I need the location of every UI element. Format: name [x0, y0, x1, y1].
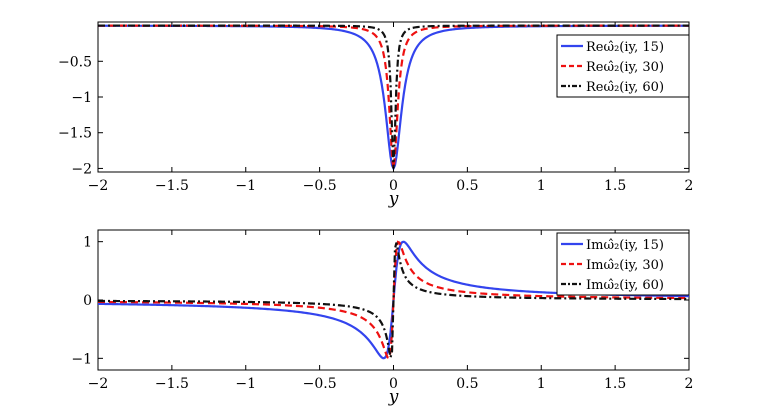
- x-tick-label: 2: [685, 178, 694, 194]
- y-tick-label: −1.5: [58, 126, 92, 142]
- x-tick-label: −1.5: [155, 178, 189, 194]
- x-tick-label: −0.5: [303, 376, 337, 392]
- x-axis-label: y: [388, 387, 399, 407]
- subplot-1: −2 −1.5 −1 −0.5 0 0.5 1 1.5 2 −0.5 −1 −1.5 −2 y Reω̂₂(…: [58, 21, 694, 209]
- x-tick-label: 1: [537, 376, 546, 392]
- y-tick-label: −1: [71, 90, 92, 106]
- x-tick-label: 0: [389, 178, 398, 194]
- x-tick-label: −0.5: [303, 178, 337, 194]
- legend-label-60: Imω̂₂(iy, 60): [586, 278, 664, 293]
- legend-label-15: Imω̂₂(iy, 15): [586, 238, 664, 253]
- x-axis-label: y: [388, 189, 399, 209]
- legend-label-30: Reω̂₂(iy, 30): [586, 60, 664, 75]
- y-tick-label: −2: [71, 161, 92, 177]
- x-tick-label: −1.5: [155, 376, 189, 392]
- x-tick-label: 1.5: [604, 178, 626, 194]
- x-tick-label: 0.5: [456, 178, 478, 194]
- x-tick-label: 0.5: [456, 376, 478, 392]
- x-tick-label: 0: [389, 376, 398, 392]
- series-line-30: [98, 240, 689, 360]
- x-tick-label: −2: [88, 178, 109, 194]
- y-tick-label: 0: [83, 293, 92, 309]
- legend-label-30: Imω̂₂(iy, 30): [586, 258, 664, 273]
- y-tick-label: −0.5: [58, 54, 92, 70]
- x-tick-label: 1: [537, 178, 546, 194]
- x-tick-label: 2: [685, 376, 694, 392]
- legend: Reω̂₂(iy, 15) Reω̂₂(iy, 30) Reω̂₂(iy, 60): [556, 34, 690, 98]
- series-line-60: [98, 242, 689, 358]
- x-tick-label: 1.5: [604, 376, 626, 392]
- legend: Imω̂₂(iy, 15) Imω̂₂(iy, 30) Imω̂₂(iy, 60): [556, 232, 690, 296]
- x-tick-label: −1: [235, 376, 256, 392]
- x-tick-label: −2: [88, 376, 109, 392]
- legend-label-60: Reω̂₂(iy, 60): [586, 80, 664, 95]
- y-tick-label: 1: [83, 235, 92, 251]
- x-tick-label: −1: [235, 178, 256, 194]
- series-line-30: [98, 24, 689, 169]
- legend-label-15: Reω̂₂(iy, 15): [586, 40, 664, 55]
- y-tick-label: −1: [71, 351, 92, 367]
